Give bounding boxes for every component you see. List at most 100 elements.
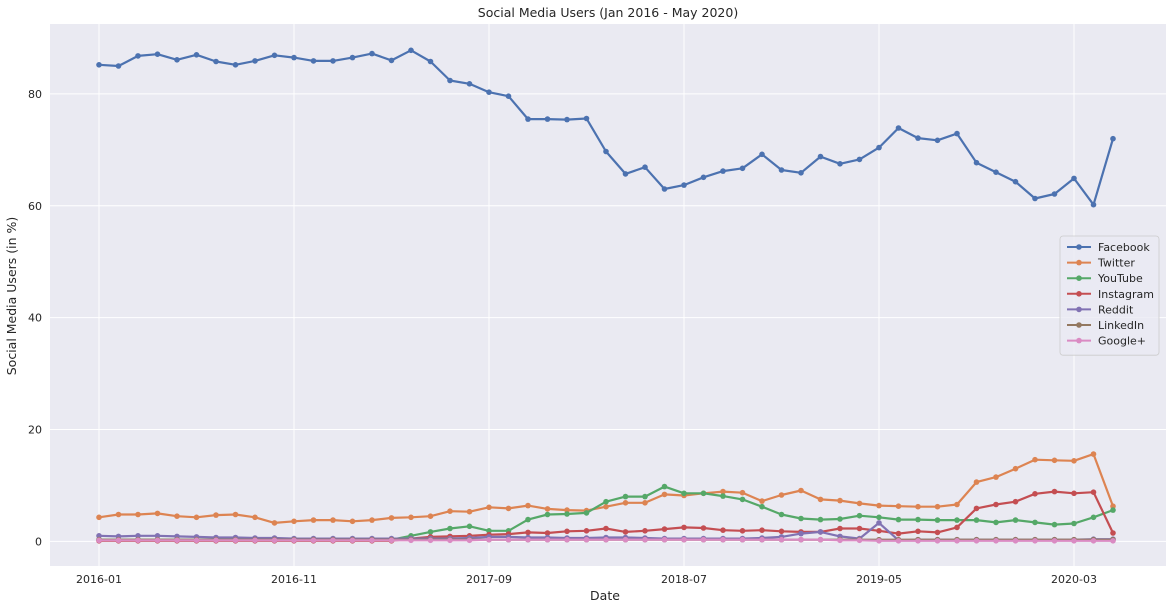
data-point-facebook <box>759 151 765 158</box>
data-point-facebook <box>349 54 356 61</box>
data-point-instagram <box>1032 491 1038 497</box>
data-point-instagram <box>583 528 590 534</box>
data-point-facebook <box>954 130 960 137</box>
data-point-youtube <box>544 511 551 518</box>
data-point-google <box>330 537 336 544</box>
data-point-facebook <box>1110 135 1116 142</box>
data-point-twitter <box>115 511 122 518</box>
data-point-facebook <box>720 168 726 174</box>
data-point-facebook <box>681 182 687 188</box>
data-point-facebook <box>1012 178 1019 185</box>
data-point-facebook <box>739 165 746 172</box>
data-point-youtube <box>934 517 941 523</box>
data-point-twitter <box>915 503 921 510</box>
data-point-twitter <box>564 507 570 513</box>
data-point-instagram <box>1012 498 1019 505</box>
data-point-facebook <box>856 156 863 163</box>
data-point-google <box>1071 538 1077 544</box>
x-tick-label: 2020-03 <box>1051 573 1097 586</box>
legend-item: Facebook <box>1067 241 1150 254</box>
series-twitter <box>96 451 1116 526</box>
data-point-facebook <box>447 77 453 84</box>
data-point-youtube <box>817 516 824 523</box>
data-point-instagram <box>915 528 921 535</box>
legend-label: Facebook <box>1098 241 1150 254</box>
data-point-instagram <box>661 526 668 532</box>
data-point-instagram <box>934 529 941 536</box>
data-point-twitter <box>1110 503 1116 510</box>
data-point-reddit <box>154 533 161 539</box>
data-point-instagram <box>544 530 551 536</box>
data-point-twitter <box>291 518 297 525</box>
legend-label: Google+ <box>1098 335 1146 348</box>
data-point-twitter <box>96 514 102 521</box>
data-point-twitter <box>895 503 902 510</box>
data-point-twitter <box>1012 465 1019 472</box>
data-point-twitter <box>934 503 941 510</box>
data-point-twitter <box>973 479 980 485</box>
data-point-facebook <box>213 58 219 65</box>
legend-item: LinkedIn <box>1067 319 1144 332</box>
data-point-youtube <box>739 496 746 503</box>
data-point-facebook <box>96 62 102 68</box>
data-point-youtube <box>876 514 882 521</box>
data-point-facebook <box>252 58 258 64</box>
legend-item: Twitter <box>1067 257 1135 270</box>
data-point-youtube <box>1032 519 1038 526</box>
data-point-google <box>505 536 512 543</box>
data-point-facebook <box>642 164 648 170</box>
data-point-facebook <box>408 47 414 54</box>
data-point-twitter <box>388 515 395 521</box>
legend-marker <box>1076 244 1082 250</box>
data-point-facebook <box>271 52 278 59</box>
data-point-facebook <box>1071 175 1077 182</box>
data-point-twitter <box>271 520 278 526</box>
data-point-google <box>583 536 590 543</box>
data-point-youtube <box>603 498 609 505</box>
data-point-twitter <box>798 487 804 494</box>
data-point-reddit <box>96 533 102 539</box>
data-point-twitter <box>174 513 180 519</box>
legend-marker <box>1076 337 1082 344</box>
data-point-youtube <box>837 516 843 522</box>
legend-item: Instagram <box>1067 288 1154 301</box>
data-point-google <box>720 536 726 543</box>
x-tick-label: 2016-11 <box>271 573 317 586</box>
data-point-youtube <box>759 503 765 510</box>
data-point-twitter <box>330 517 336 523</box>
data-point-twitter <box>661 491 668 498</box>
data-point-instagram <box>564 528 570 535</box>
data-point-facebook <box>895 125 902 131</box>
data-point-twitter <box>642 500 648 506</box>
data-point-google <box>895 538 902 544</box>
legend-marker <box>1076 275 1082 282</box>
data-point-google <box>427 537 434 544</box>
data-point-google <box>817 536 824 543</box>
data-point-google <box>993 538 999 544</box>
data-point-youtube <box>466 523 473 530</box>
data-point-youtube <box>993 519 999 526</box>
data-point-facebook <box>291 54 297 61</box>
data-point-twitter <box>486 504 492 511</box>
data-point-instagram <box>681 524 687 531</box>
data-point-google <box>291 537 297 544</box>
data-point-twitter <box>544 506 551 512</box>
data-point-google <box>193 537 200 544</box>
data-point-google <box>1012 538 1019 544</box>
data-point-youtube <box>583 510 590 516</box>
data-point-instagram <box>973 505 980 512</box>
data-point-google <box>135 537 141 544</box>
data-point-twitter <box>1051 457 1058 464</box>
data-point-facebook <box>330 58 336 64</box>
data-point-twitter <box>135 511 141 518</box>
series-facebook <box>96 47 1116 208</box>
data-point-facebook <box>544 116 551 122</box>
data-point-google <box>466 537 473 544</box>
data-point-twitter <box>739 489 746 496</box>
data-point-twitter <box>369 517 375 523</box>
data-point-facebook <box>1032 195 1038 202</box>
data-point-youtube <box>1012 517 1019 523</box>
data-point-google <box>271 537 278 544</box>
data-point-facebook <box>525 116 531 122</box>
data-point-twitter <box>856 500 863 507</box>
